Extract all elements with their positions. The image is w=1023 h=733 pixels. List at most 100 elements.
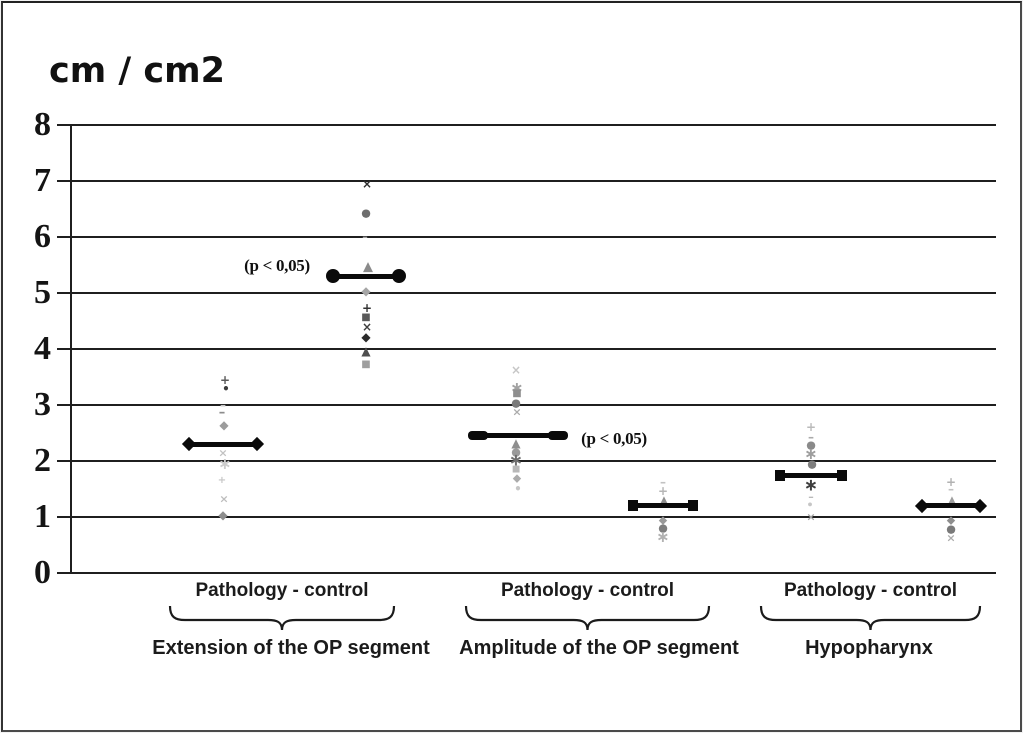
gridline-y-7 xyxy=(57,180,996,182)
scatter-point-pathology-1: • xyxy=(222,382,230,397)
group-brace xyxy=(759,605,982,631)
mean-line-endpoint xyxy=(468,431,488,441)
gridline-y-0 xyxy=(57,572,996,574)
scatter-point-pathology-9: ◆ xyxy=(218,508,228,523)
y-tick-label-5: 5 xyxy=(34,274,51,311)
scatter-point-pathology-6: – xyxy=(808,490,814,504)
scatter-point-pathology-7: + xyxy=(217,475,227,487)
scatter-point-control-5: + xyxy=(361,301,373,316)
y-tick-label-6: 6 xyxy=(34,218,51,255)
scatter-point-control-6: ■ xyxy=(361,311,371,323)
mean-line-control xyxy=(333,273,399,279)
y-axis-unit-label: cm / cm2 xyxy=(49,51,225,91)
mean-line-endpoint xyxy=(688,500,698,512)
mean-line-endpoint xyxy=(392,269,406,284)
scatter-point-control-1: – xyxy=(948,482,954,496)
scatter-point-control-0: – xyxy=(660,475,666,490)
scatter-point-pathology-0: × xyxy=(510,363,522,378)
y-tick-label-3: 3 xyxy=(34,386,51,423)
mean-line-endpoint xyxy=(972,498,988,513)
scatter-point-control-4: ● xyxy=(658,521,668,535)
mean-line-pathology xyxy=(478,433,558,439)
dot-plot-chart: cm / cm2 8 7 6 5 4 3 2 1 0 + • – – ◆ × ∗ + × ◆ × ● – ▲ ◆ + ■ × ◆ ▲ ■(… xyxy=(3,3,1020,730)
scatter-point-pathology-7: • xyxy=(806,498,814,512)
mean-line-control xyxy=(922,503,980,509)
mean-line-endpoint xyxy=(914,498,930,513)
y-tick-label-8: 8 xyxy=(34,106,51,143)
gridline-y-5 xyxy=(57,292,996,294)
scatter-point-pathology-6: ∗ xyxy=(218,453,232,473)
scatter-point-control-4: ◆ xyxy=(361,284,371,299)
y-tick-label-7: 7 xyxy=(34,162,51,199)
gridline-y-3 xyxy=(57,404,996,406)
pair-label-1: Pathology - control xyxy=(500,580,675,601)
scatter-point-control-2: ▲ xyxy=(659,493,669,507)
scatter-point-pathology-2: – xyxy=(220,398,226,412)
scatter-point-pathology-1: ∗ xyxy=(510,378,524,398)
mean-line-endpoint xyxy=(775,469,785,481)
group-brace xyxy=(464,605,711,631)
scatter-point-control-3: ▲ xyxy=(363,259,373,275)
gridline-y-4 xyxy=(57,348,996,350)
scatter-point-control-0: × xyxy=(361,176,373,191)
mean-line-endpoint xyxy=(181,437,197,452)
scatter-point-pathology-8: × xyxy=(219,492,229,506)
scatter-point-pathology-2: ■ xyxy=(512,387,522,399)
y-axis-line xyxy=(70,124,72,574)
scatter-point-pathology-4: × xyxy=(512,405,522,419)
gridline-y-6 xyxy=(57,236,996,238)
y-tick-label-1: 1 xyxy=(34,498,51,535)
scatter-point-control-1: ● xyxy=(361,206,371,220)
p-value-annotation: (p < 0,05) xyxy=(581,429,647,448)
scatter-point-control-3: ◆ xyxy=(658,513,668,527)
gridline-y-1 xyxy=(57,516,996,518)
mean-line-endpoint xyxy=(249,437,265,452)
scatter-point-control-1: + xyxy=(657,484,669,499)
scatter-point-pathology-10: • xyxy=(514,482,522,496)
pair-label-2: Pathology - control xyxy=(783,580,958,601)
gridline-y-2 xyxy=(57,460,996,462)
scatter-point-control-0: + xyxy=(945,475,957,490)
scatter-point-control-9: ▲ xyxy=(361,344,371,359)
scatter-point-pathology-0: + xyxy=(219,372,231,387)
y-tick-label-2: 2 xyxy=(34,442,51,479)
scatter-point-pathology-3: – xyxy=(218,405,226,421)
scatter-point-pathology-6: ● xyxy=(511,445,521,459)
y-tick-label-0: 0 xyxy=(34,554,51,591)
pair-label-0: Pathology - control xyxy=(195,580,369,601)
scatter-point-pathology-3: ∗ xyxy=(804,444,818,464)
scatter-point-control-5: ∗ xyxy=(656,527,670,547)
scatter-point-pathology-7: ∗ xyxy=(508,450,524,471)
mean-line-control xyxy=(633,503,693,509)
mean-line-endpoint xyxy=(837,469,847,481)
scatter-point-control-10: ■ xyxy=(361,358,371,370)
gridline-y-8 xyxy=(57,124,996,126)
scatter-point-control-3: ◆ xyxy=(946,513,956,527)
scatter-point-pathology-2: ● xyxy=(806,438,816,452)
mean-line-endpoint xyxy=(548,431,568,441)
scatter-point-pathology-0: + xyxy=(805,420,817,435)
group-caption-1: Amplitude of the OP segment xyxy=(459,637,739,659)
scatter-point-pathology-9: ◆ xyxy=(512,471,522,485)
group-caption-2: Hypopharynx xyxy=(805,637,933,659)
scatter-point-pathology-5: ▲ xyxy=(511,435,521,450)
p-value-annotation: (p < 0,05) xyxy=(244,256,310,275)
scatter-point-pathology-3: ● xyxy=(511,396,521,410)
scatter-point-pathology-1: – xyxy=(808,429,814,444)
scatter-point-control-8: ◆ xyxy=(361,330,371,345)
group-brace xyxy=(168,605,396,631)
scatter-point-pathology-4: ● xyxy=(807,457,817,471)
scatter-point-control-2: – xyxy=(362,230,368,244)
mean-line-pathology xyxy=(189,441,257,447)
scatter-point-pathology-4: ◆ xyxy=(219,418,229,433)
scatter-point-control-4: ● xyxy=(946,522,956,536)
mean-line-endpoint xyxy=(628,500,638,512)
scatter-point-pathology-8: ■ xyxy=(511,464,521,475)
scatter-point-pathology-5: ∗ xyxy=(803,475,819,496)
scatter-point-control-7: × xyxy=(361,319,373,334)
scatter-point-pathology-5: × xyxy=(218,446,228,460)
group-caption-0: Extension of the OP segment xyxy=(152,637,430,659)
scatter-point-control-2: ▲ xyxy=(947,493,957,507)
y-tick-label-4: 4 xyxy=(34,330,51,367)
